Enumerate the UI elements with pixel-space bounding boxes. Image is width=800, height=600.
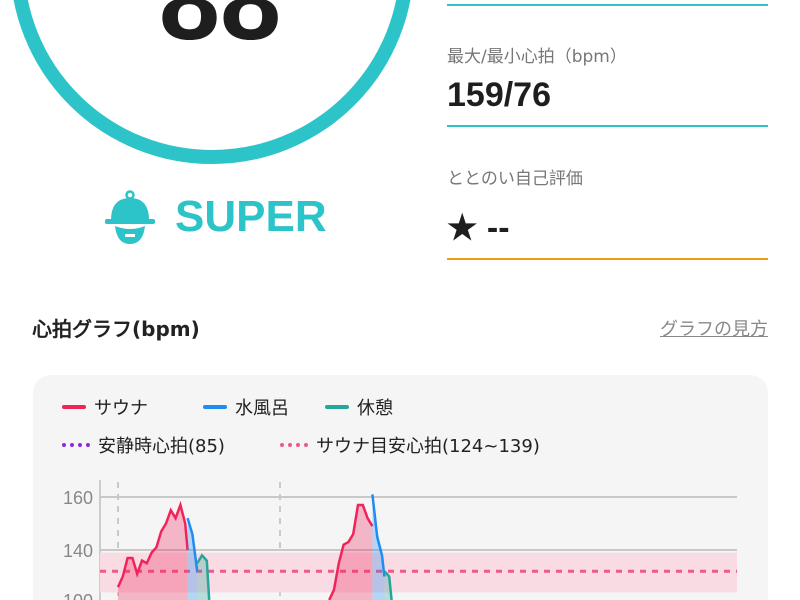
- divider: [447, 258, 768, 260]
- series-line-サウナ: [328, 503, 374, 600]
- sauna-hat-face-icon: [105, 190, 155, 244]
- graph-title: 心拍グラフ(bpm): [32, 317, 200, 341]
- y-tick-label: 140: [63, 541, 93, 561]
- divider: [447, 4, 768, 6]
- score-rank: SUPER: [175, 192, 327, 241]
- legend-resting-hr: 安静時心拍(85): [62, 432, 225, 458]
- series-area: [372, 494, 385, 600]
- series-area: [187, 518, 198, 600]
- y-tick-label: 160: [63, 488, 93, 508]
- y-tick-label: 100: [63, 591, 93, 600]
- legend-sauna-target-hr: サウナ目安心拍(124~139): [280, 432, 540, 458]
- heart-rate-chart: 100 140 160: [63, 480, 737, 600]
- series-line-休憩: [383, 570, 393, 600]
- series-line-水風呂: [371, 494, 386, 577]
- legend-rest: 休憩: [325, 394, 393, 420]
- max-min-hr-label: 最大/最小心拍（bpm）: [447, 47, 627, 67]
- series-line-水風呂: [186, 517, 199, 572]
- series-line-サウナ: [116, 500, 189, 588]
- graph-help-link[interactable]: グラフの見方: [660, 319, 768, 340]
- legend-cold-bath: 水風呂: [203, 394, 289, 420]
- score-value: 88: [158, 0, 282, 63]
- self-rating-value[interactable]: ★ --: [447, 209, 510, 247]
- legend-sauna: サウナ: [62, 394, 148, 420]
- series-line-休憩: [196, 553, 211, 600]
- divider: [447, 125, 768, 127]
- self-rating-label: ととのい自己評価: [447, 169, 583, 189]
- max-min-hr-value: 159/76: [447, 76, 551, 114]
- series-area: [329, 504, 373, 600]
